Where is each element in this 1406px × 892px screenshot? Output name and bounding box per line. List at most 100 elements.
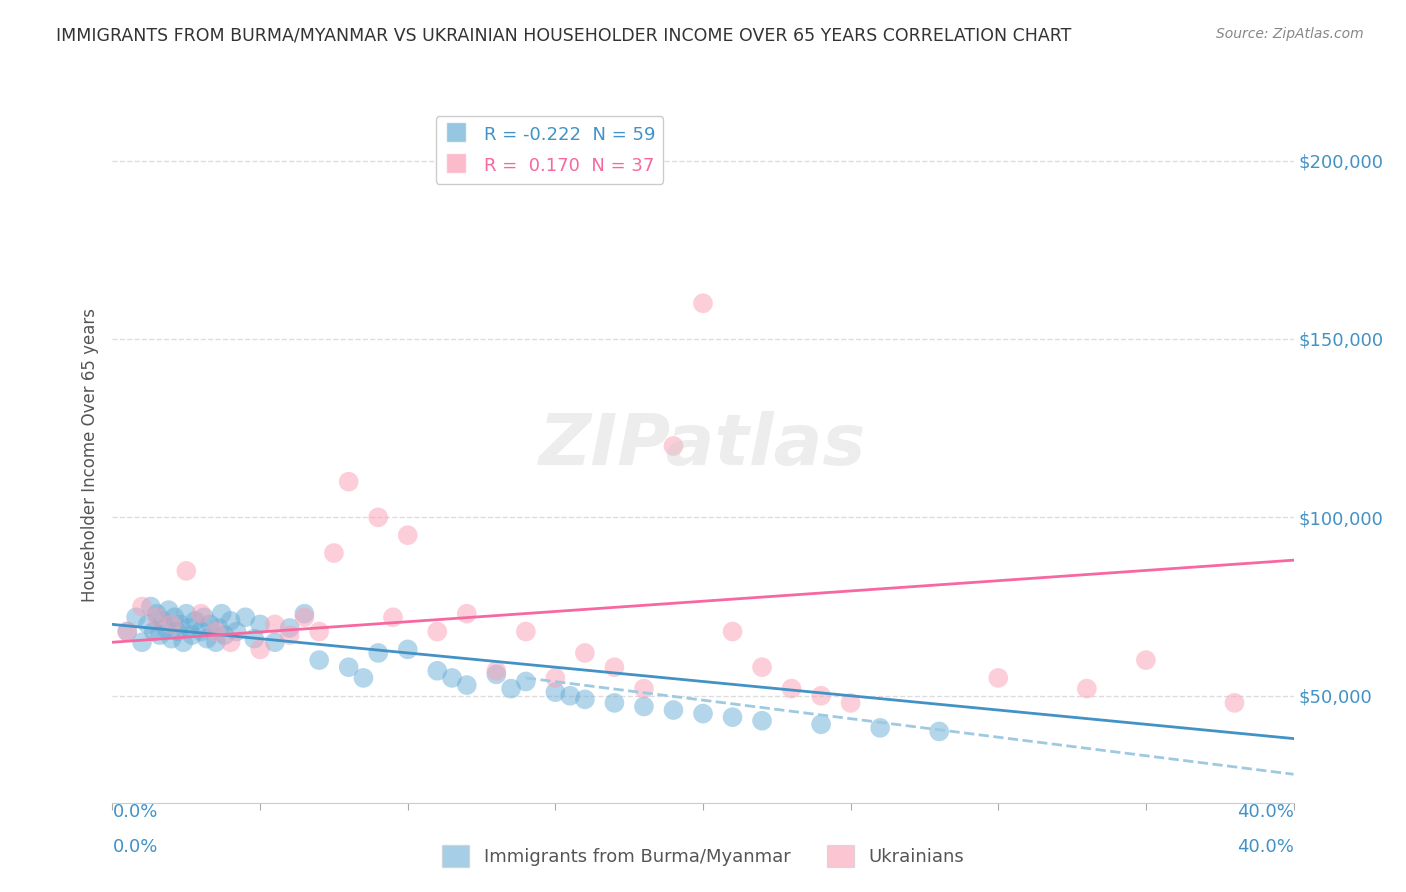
- Point: [692, 296, 714, 310]
- Point: [190, 607, 212, 621]
- Point: [721, 624, 744, 639]
- Point: [198, 617, 221, 632]
- Point: [174, 564, 197, 578]
- Point: [441, 671, 464, 685]
- Point: [501, 681, 523, 696]
- Point: [1076, 681, 1098, 696]
- Point: [367, 510, 389, 524]
- Point: [780, 681, 803, 696]
- Point: [117, 624, 138, 639]
- Point: [225, 624, 247, 639]
- Point: [456, 607, 478, 621]
- Point: [337, 660, 360, 674]
- Point: [125, 610, 148, 624]
- Point: [278, 628, 301, 642]
- Point: [219, 635, 242, 649]
- Point: [195, 632, 218, 646]
- Point: [323, 546, 346, 560]
- Text: IMMIGRANTS FROM BURMA/MYANMAR VS UKRAINIAN HOUSEHOLDER INCOME OVER 65 YEARS CORR: IMMIGRANTS FROM BURMA/MYANMAR VS UKRAINI…: [56, 27, 1071, 45]
- Point: [160, 617, 183, 632]
- Point: [574, 692, 596, 706]
- Point: [181, 628, 204, 642]
- Point: [131, 635, 153, 649]
- Text: 40.0%: 40.0%: [1237, 838, 1294, 855]
- Point: [292, 610, 315, 624]
- Point: [233, 610, 256, 624]
- Point: [193, 610, 215, 624]
- Point: [308, 653, 330, 667]
- Point: [131, 599, 153, 614]
- Point: [382, 610, 405, 624]
- Legend: R = -0.222  N = 59, R =  0.170  N = 37: R = -0.222 N = 59, R = 0.170 N = 37: [436, 116, 664, 184]
- Point: [574, 646, 596, 660]
- Point: [243, 632, 266, 646]
- Point: [146, 610, 169, 624]
- Point: [928, 724, 950, 739]
- Point: [869, 721, 891, 735]
- Point: [169, 617, 191, 632]
- Point: [219, 614, 242, 628]
- Point: [117, 624, 138, 639]
- Point: [205, 635, 228, 649]
- Point: [426, 624, 449, 639]
- Point: [337, 475, 360, 489]
- Point: [987, 671, 1010, 685]
- Point: [396, 642, 419, 657]
- Point: [544, 671, 567, 685]
- Point: [662, 439, 685, 453]
- Point: [160, 632, 183, 646]
- Point: [278, 621, 301, 635]
- Point: [1223, 696, 1246, 710]
- Point: [662, 703, 685, 717]
- Point: [179, 621, 201, 635]
- Point: [603, 696, 626, 710]
- Point: [485, 667, 508, 681]
- Point: [166, 624, 188, 639]
- Y-axis label: Householder Income Over 65 years: Householder Income Over 65 years: [80, 308, 98, 602]
- Point: [172, 635, 194, 649]
- Point: [633, 681, 655, 696]
- Point: [205, 624, 228, 639]
- Point: [751, 660, 773, 674]
- Point: [190, 624, 212, 639]
- Point: [603, 660, 626, 674]
- Point: [136, 617, 159, 632]
- Point: [810, 689, 832, 703]
- Point: [249, 617, 271, 632]
- Point: [249, 642, 271, 657]
- Point: [139, 599, 162, 614]
- Point: [544, 685, 567, 699]
- Point: [396, 528, 419, 542]
- Point: [352, 671, 374, 685]
- Text: 0.0%: 0.0%: [112, 803, 157, 821]
- Point: [633, 699, 655, 714]
- Point: [155, 621, 177, 635]
- Point: [558, 689, 582, 703]
- Legend: Immigrants from Burma/Myanmar, Ukrainians: Immigrants from Burma/Myanmar, Ukrainian…: [434, 838, 972, 874]
- Point: [751, 714, 773, 728]
- Point: [152, 614, 174, 628]
- Point: [146, 607, 169, 621]
- Point: [367, 646, 389, 660]
- Text: ZIPatlas: ZIPatlas: [540, 411, 866, 481]
- Point: [721, 710, 744, 724]
- Point: [292, 607, 315, 621]
- Point: [208, 621, 231, 635]
- Point: [264, 617, 287, 632]
- Point: [211, 607, 233, 621]
- Point: [214, 628, 236, 642]
- Point: [174, 607, 197, 621]
- Point: [264, 635, 287, 649]
- Text: 0.0%: 0.0%: [112, 838, 157, 855]
- Point: [839, 696, 862, 710]
- Point: [515, 674, 537, 689]
- Point: [142, 624, 165, 639]
- Point: [456, 678, 478, 692]
- Point: [163, 610, 186, 624]
- Point: [308, 624, 330, 639]
- Point: [692, 706, 714, 721]
- Point: [157, 603, 180, 617]
- Text: Source: ZipAtlas.com: Source: ZipAtlas.com: [1216, 27, 1364, 41]
- Point: [149, 628, 172, 642]
- Point: [1135, 653, 1157, 667]
